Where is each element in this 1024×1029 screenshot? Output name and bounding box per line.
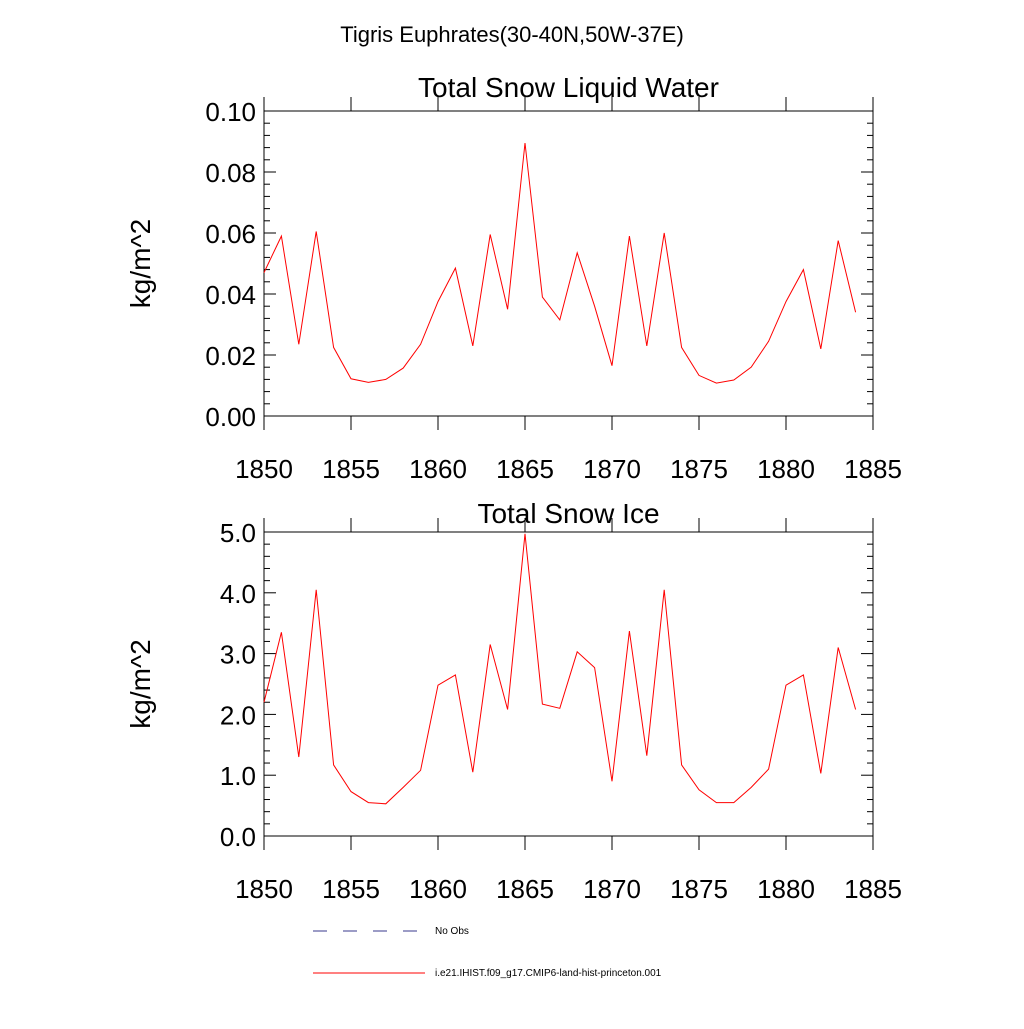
chart-title: Total Snow Liquid Water — [418, 72, 719, 103]
series-line-1 — [263, 142, 857, 384]
y-axis-label: kg/m^2 — [125, 639, 156, 728]
y-tick-label: 0.0 — [220, 822, 256, 852]
y-tick-label: 4.0 — [220, 579, 256, 609]
y-tick-label: 0.10 — [205, 97, 256, 127]
x-tick-label: 1885 — [844, 874, 902, 904]
x-tick-label: 1870 — [583, 454, 641, 484]
y-tick-label: 0.06 — [205, 219, 256, 249]
x-tick-label: 1870 — [583, 874, 641, 904]
chart-panels: Total Snow Liquid Water 0.00 0.02 0.04 0.06 0… — [125, 72, 902, 904]
x-tick-label: 1885 — [844, 454, 902, 484]
x-tick-label: 1865 — [496, 874, 554, 904]
plot-frame — [263, 531, 874, 837]
x-tick-label: 1850 — [235, 874, 293, 904]
y-tick-label: 0.08 — [205, 158, 256, 188]
x-tick-label: 1855 — [322, 874, 380, 904]
chart-panel-1: Total Snow Liquid Water 0.00 0.02 0.04 0.06 0… — [125, 72, 902, 484]
plot-frame — [263, 110, 874, 417]
legend: No Obs i.e21.IHIST.f09_g17.CMIP6-land-hi… — [313, 926, 662, 979]
x-tick-label: 1865 — [496, 454, 554, 484]
chart-title: Total Snow Ice — [477, 498, 659, 529]
x-tick-label: 1875 — [670, 454, 728, 484]
figure-title: Tigris Euphrates(30-40N,50W-37E) — [340, 22, 684, 47]
legend-label-model: i.e21.IHIST.f09_g17.CMIP6-land-hist-prin… — [435, 968, 662, 979]
series-line-1 — [263, 533, 857, 805]
x-tick-label: 1855 — [322, 454, 380, 484]
y-tick-label: 0.00 — [205, 402, 256, 432]
y-tick-label: 0.02 — [205, 341, 256, 371]
y-axis-label: kg/m^2 — [125, 219, 156, 308]
y-tick-label: 0.04 — [205, 280, 256, 310]
chart-panel-2: Total Snow Ice 0.0 1.0 2.0 3.0 4.0 5.0 1850 1855… — [125, 498, 902, 904]
x-tick-label: 1860 — [409, 454, 467, 484]
x-tick-label: 1875 — [670, 874, 728, 904]
y-tick-label: 5.0 — [220, 518, 256, 548]
x-tick-label: 1880 — [757, 454, 815, 484]
x-tick-label: 1850 — [235, 454, 293, 484]
y-tick-label: 1.0 — [220, 761, 256, 791]
y-tick-label: 3.0 — [220, 640, 256, 670]
x-tick-label: 1880 — [757, 874, 815, 904]
legend-label-no-obs: No Obs — [435, 926, 469, 937]
y-tick-label: 2.0 — [220, 700, 256, 730]
x-tick-label: 1860 — [409, 874, 467, 904]
